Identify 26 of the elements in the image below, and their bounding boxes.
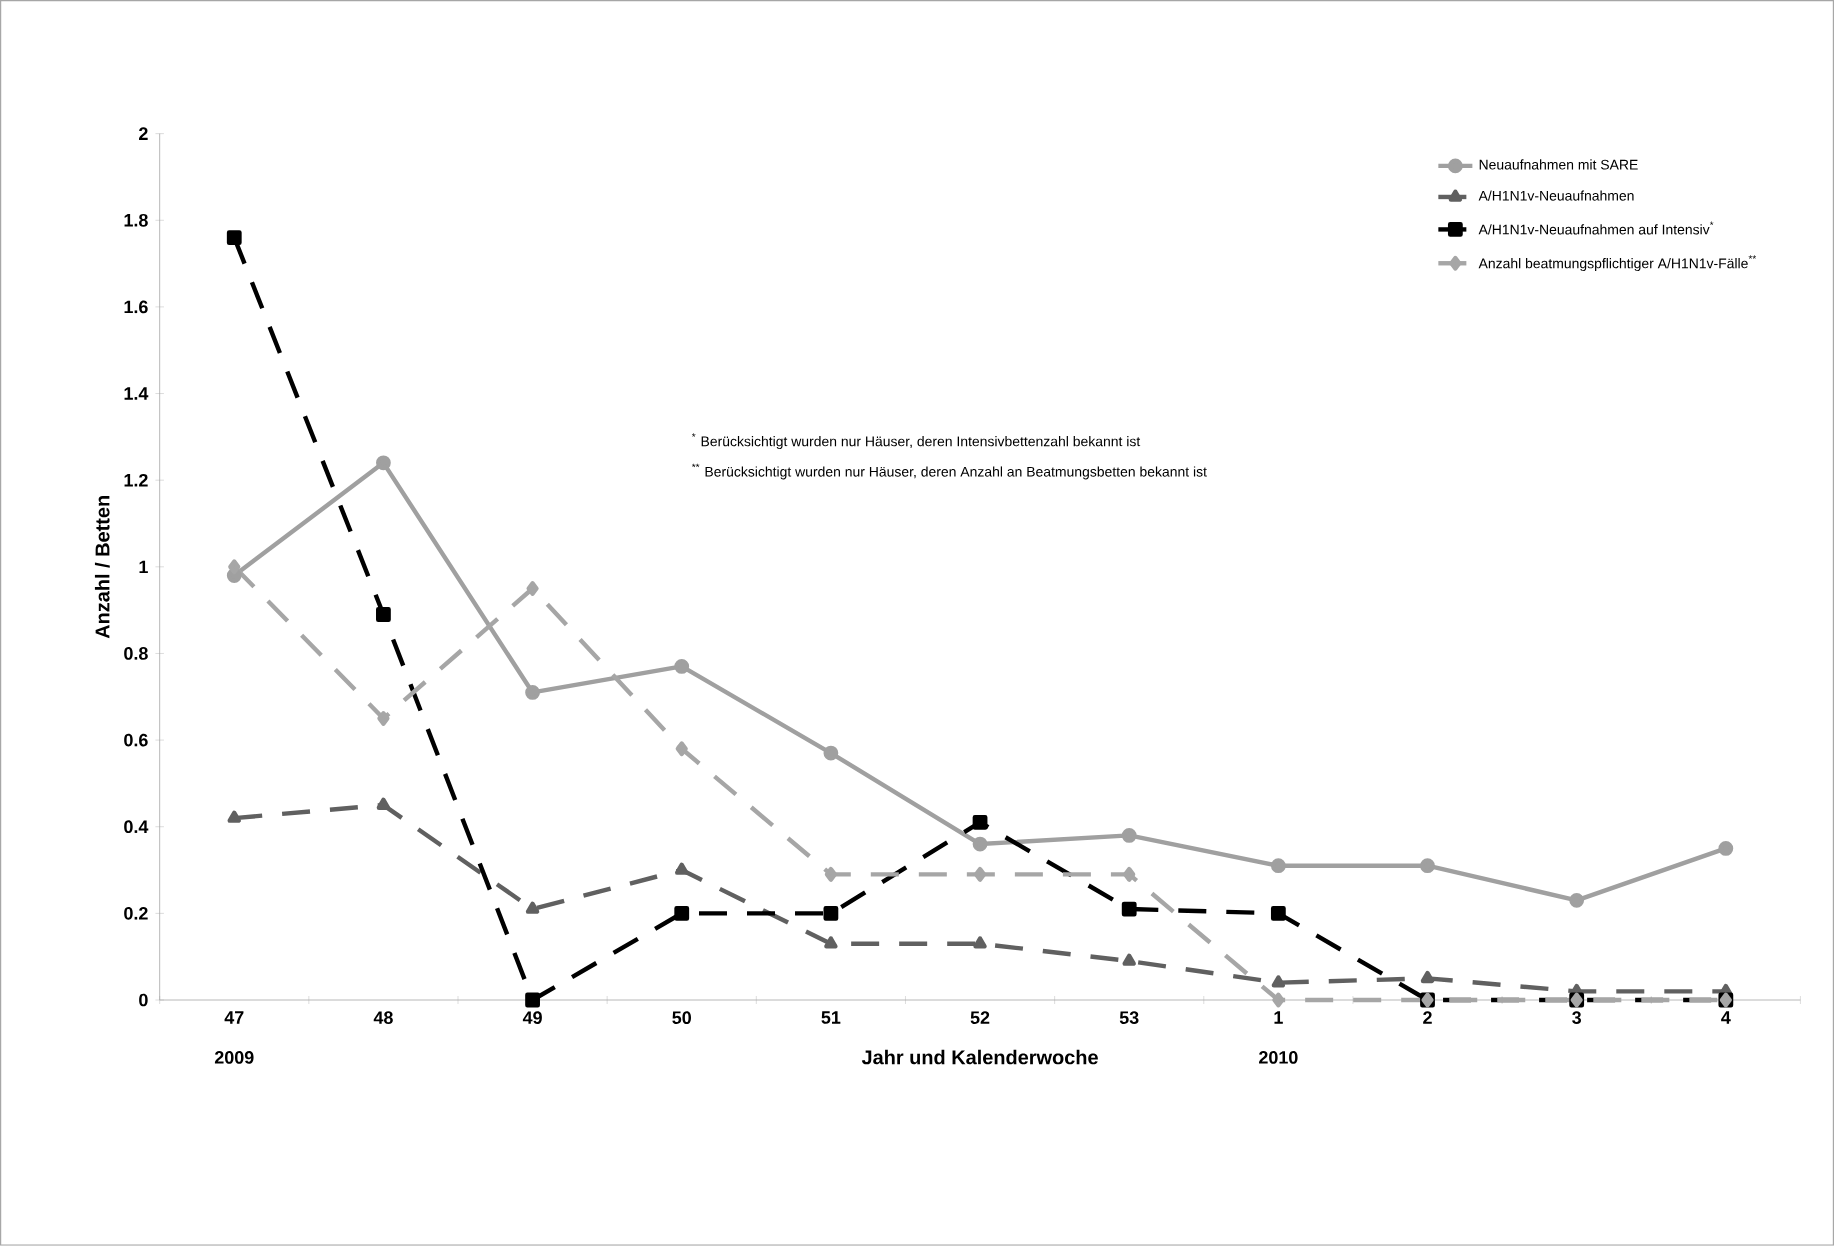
x-tick-label: 52 xyxy=(970,1011,990,1025)
x-tick-label: 48 xyxy=(373,1011,393,1025)
y-tick-label: 0 xyxy=(139,993,148,1007)
x-tick-label: 2 xyxy=(1423,1011,1432,1024)
text: 2009 xyxy=(214,1051,254,1064)
y-tick-label: 1.8 xyxy=(124,214,148,227)
x-tick-label: 50 xyxy=(672,1011,691,1025)
x-tick-label: 4 xyxy=(1721,1011,1731,1024)
x-axis-title: Jahr und Kalenderwoche xyxy=(861,1049,1098,1065)
x-tick-label: 53 xyxy=(1119,1011,1139,1025)
x-tick-label: 49 xyxy=(522,1011,542,1025)
text: 2010 xyxy=(1259,1051,1298,1064)
x-tick-label: 47 xyxy=(224,1011,244,1024)
y-axis-title: Anzahl / Betten xyxy=(94,496,110,639)
y-tick-label: 0.4 xyxy=(124,820,149,834)
y-tick-label: 1.6 xyxy=(124,300,148,314)
y-tick-label: 2 xyxy=(139,127,148,141)
y-tick-label: 0.2 xyxy=(124,907,148,920)
y-tick-label: 0.6 xyxy=(124,733,148,747)
y-tick-label: 1.4 xyxy=(124,387,149,400)
y-tick-label: 1 xyxy=(139,560,148,574)
x-tick-label: 1 xyxy=(1274,1011,1283,1024)
x-tick-label: 51 xyxy=(821,1011,841,1024)
y-tick-label: 1.2 xyxy=(124,474,148,487)
y-tick-label: 0.8 xyxy=(124,647,148,660)
x-tick-label: 3 xyxy=(1572,1011,1581,1025)
